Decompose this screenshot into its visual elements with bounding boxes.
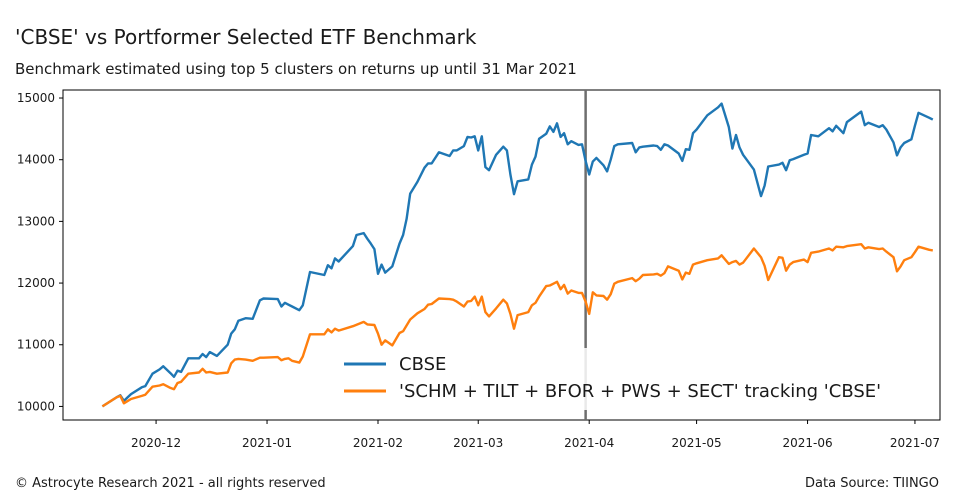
series-line-cbse (101, 102, 934, 408)
chart-subtitle: Benchmark estimated using top 5 clusters… (15, 60, 577, 78)
x-tick-label: 2021-07 (890, 436, 940, 450)
data-source: Data Source: TIINGO (805, 476, 939, 491)
legend: CBSE 'SCHM + TILT + BFOR + PWS + SECT' tr… (337, 348, 932, 410)
x-tick-label: 2021-05 (672, 436, 722, 450)
y-tick-label: 12000 (17, 276, 55, 290)
copyright-notice: © Astrocyte Research 2021 - all rights r… (15, 476, 326, 491)
legend-label: CBSE (399, 354, 446, 375)
x-tick-label: 2021-06 (782, 436, 832, 450)
x-tick-label: 2021-01 (242, 436, 292, 450)
y-tick-label: 11000 (17, 338, 55, 352)
x-tick-label: 2021-02 (353, 436, 403, 450)
y-tick-label: 10000 (17, 399, 55, 413)
series-line-benchmark (101, 243, 934, 408)
x-tick-label: 2021-04 (564, 436, 614, 450)
y-tick-label: 14000 (17, 153, 55, 167)
legend-label: 'SCHM + TILT + BFOR + PWS + SECT' tracki… (399, 381, 881, 402)
y-tick-label: 13000 (17, 214, 55, 228)
x-tick-label: 2020-12 (131, 436, 181, 450)
x-tick-label: 2021-03 (453, 436, 503, 450)
y-tick-label: 15000 (17, 91, 55, 105)
legend-background (337, 348, 932, 410)
chart-title: 'CBSE' vs Portformer Selected ETF Benchm… (15, 25, 477, 49)
